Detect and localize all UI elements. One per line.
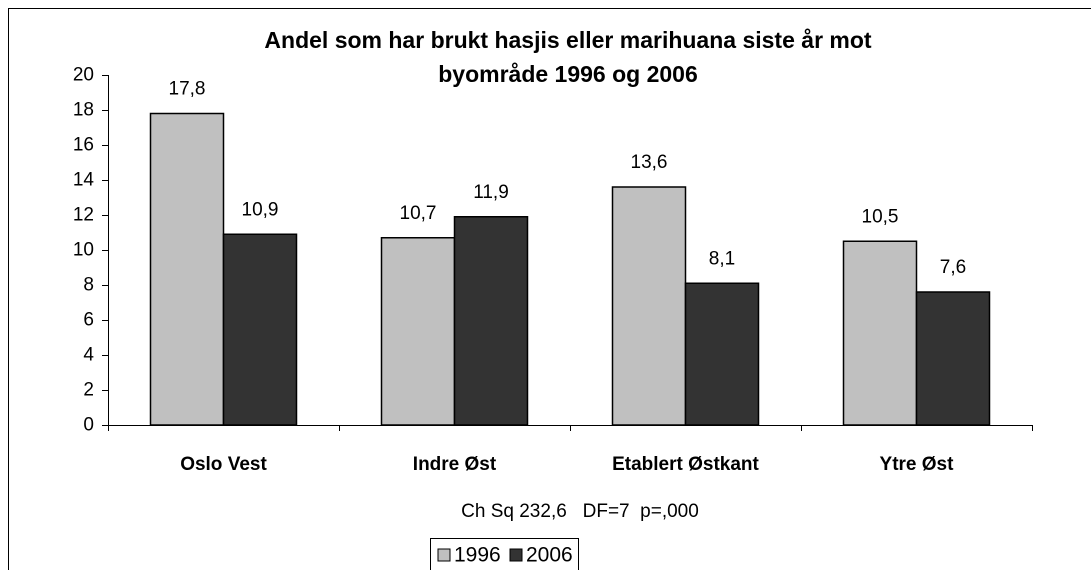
bar bbox=[611, 186, 687, 426]
legend-swatch bbox=[509, 548, 523, 562]
y-tick-label: 0 bbox=[83, 415, 94, 436]
legend-swatch bbox=[437, 548, 451, 562]
data-label: 13,6 bbox=[631, 152, 668, 173]
data-label: 10,5 bbox=[862, 206, 899, 227]
y-tick-label: 16 bbox=[73, 135, 94, 156]
data-label: 7,6 bbox=[940, 257, 966, 278]
x-tick-label: Indre Øst bbox=[413, 454, 497, 475]
legend-box bbox=[430, 538, 579, 570]
legend-label: 2006 bbox=[526, 544, 573, 567]
x-tick-label: Oslo Vest bbox=[180, 454, 267, 475]
data-label: 11,9 bbox=[473, 182, 509, 203]
data-label: 8,1 bbox=[709, 248, 735, 269]
y-tick-label: 20 bbox=[73, 65, 94, 86]
bar bbox=[842, 240, 918, 426]
data-label: 10,7 bbox=[400, 203, 437, 224]
y-tick-label: 12 bbox=[73, 205, 94, 226]
x-tick-label: Ytre Øst bbox=[880, 454, 955, 475]
bar bbox=[915, 291, 991, 426]
y-tick-label: 10 bbox=[73, 240, 94, 261]
bar bbox=[453, 216, 529, 426]
y-tick-label: 18 bbox=[73, 100, 94, 121]
bar bbox=[222, 233, 298, 426]
chart-title: Andel som har brukt hasjis eller marihua… bbox=[264, 27, 871, 53]
y-tick-label: 4 bbox=[83, 345, 94, 366]
bar bbox=[149, 112, 225, 426]
y-tick-label: 6 bbox=[83, 310, 94, 331]
legend-label: 1996 bbox=[454, 544, 501, 567]
bar bbox=[380, 237, 456, 426]
y-tick-label: 14 bbox=[73, 170, 95, 191]
data-label: 17,8 bbox=[169, 79, 206, 100]
y-tick-label: 8 bbox=[83, 275, 94, 296]
data-label: 10,9 bbox=[242, 199, 279, 220]
y-tick-label: 2 bbox=[83, 380, 94, 401]
chart-title: byområde 1996 og 2006 bbox=[438, 61, 698, 87]
bar bbox=[684, 282, 760, 426]
x-tick-label: Etablert Østkant bbox=[612, 454, 759, 475]
annotation: Ch Sq 232,6 DF=7 p=,000 bbox=[461, 501, 699, 522]
